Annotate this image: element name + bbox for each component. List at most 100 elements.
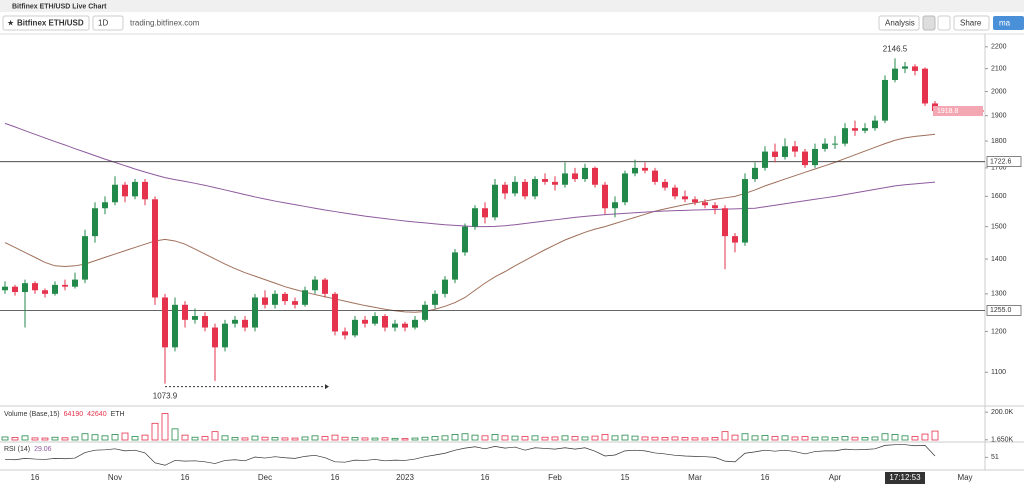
volume-unit: ETH: [111, 411, 125, 418]
volume-bar: [411, 437, 419, 441]
volume-bar: [371, 437, 379, 441]
volume-bar: [711, 437, 719, 441]
x-tick-label: Dec: [258, 473, 272, 482]
candle-body: [822, 143, 828, 149]
volume-bar: [881, 433, 889, 441]
y-tick-label: 1400: [991, 256, 1007, 263]
y-tick-label: 1800: [991, 138, 1007, 145]
pause-button[interactable]: [922, 15, 936, 31]
candle-body: [892, 68, 898, 80]
candle-body: [842, 128, 848, 144]
volume-bar: [781, 435, 789, 441]
interval-button[interactable]: [92, 15, 124, 31]
candle-body: [772, 151, 778, 157]
volume-bar: [811, 436, 819, 441]
x-tick-label: May: [957, 473, 972, 482]
candle-body: [832, 143, 838, 145]
x-tick-label: 17:12:53: [889, 473, 921, 482]
x-tick-label: 16: [761, 473, 770, 482]
volume-bar: [931, 430, 939, 441]
candle-body: [52, 284, 58, 294]
volume-bar: [431, 436, 439, 441]
y-tick-label: 2100: [991, 65, 1007, 72]
volume-bar: [331, 434, 339, 441]
draw-button[interactable]: [937, 15, 951, 31]
level-tag: [986, 305, 1022, 316]
candle-body: [232, 319, 238, 324]
symbol: Bitfinex ETH/USD: [17, 19, 84, 28]
candle-body: [432, 293, 438, 305]
candle-body: [732, 236, 738, 243]
x-tick-label: Nov: [108, 473, 122, 482]
moving-average: [4, 122, 936, 228]
candle-body: [792, 146, 798, 152]
volume-bar: [561, 435, 569, 441]
analysis: Analysis: [885, 19, 915, 28]
candle-body: [82, 236, 88, 280]
y-tick-label: 2000: [991, 88, 1007, 95]
volume-bar: [741, 433, 749, 441]
x-tick-label: 16: [181, 473, 190, 482]
analysis-button[interactable]: [878, 15, 920, 31]
candle-body: [262, 297, 268, 305]
volume-bar: [641, 436, 649, 441]
volume-bar: [611, 435, 619, 441]
volume-bar: [241, 437, 249, 441]
candle-body: [872, 120, 878, 129]
volume-bar: [221, 435, 229, 441]
candle-body: [652, 170, 658, 182]
high-label: 2146.5: [883, 44, 908, 53]
window-title: Bitfinex ETH/USD Live Chart: [12, 3, 107, 10]
share-button[interactable]: [953, 15, 990, 31]
x-tick-label: Mar: [688, 473, 702, 482]
volume-bar: [481, 435, 489, 441]
candle-body: [202, 316, 208, 328]
volume-bar: [361, 437, 369, 441]
y-tick-label: 51: [991, 454, 999, 461]
candle-body: [582, 167, 588, 180]
title-bar: [0, 0, 1024, 12]
volume-readout: 42640: [87, 411, 107, 418]
volume-bar: [21, 435, 29, 441]
volume-bar: [491, 434, 499, 441]
volume-bar: [131, 436, 139, 441]
volume-bar: [341, 436, 349, 441]
candle-body: [372, 316, 378, 324]
volume-bar: [171, 428, 179, 441]
volume-bar: [191, 436, 199, 441]
candle-body: [782, 146, 788, 157]
volume-bar: [701, 437, 709, 441]
cursor-time-box: [885, 472, 925, 484]
candle-body: [2, 286, 8, 291]
candle-body: [362, 319, 368, 324]
candle-body: [102, 202, 108, 209]
candle-body: [92, 208, 98, 237]
source-link[interactable]: trading.bitfinex.com: [130, 19, 200, 28]
x-tick-label: 15: [621, 473, 630, 482]
star-icon: ★: [7, 19, 14, 28]
volume-bar: [921, 433, 929, 441]
volume-bar: [71, 436, 79, 441]
candle-body: [72, 279, 78, 287]
candle-body: [172, 304, 178, 348]
volume-bar: [901, 435, 909, 441]
candle-body: [22, 283, 28, 293]
symbol-button[interactable]: [2, 15, 90, 31]
volume-bar: [101, 435, 109, 441]
volume-bar: [671, 436, 679, 441]
more-button[interactable]: [993, 16, 1024, 30]
x-tick-label: 16: [31, 473, 40, 482]
volume-bar: [591, 435, 599, 441]
y-tick-label: 1.650K: [991, 437, 1014, 444]
candle-body: [802, 151, 808, 166]
candle-body: [912, 66, 918, 71]
volume-bar: [451, 434, 459, 441]
volume-bar: [601, 434, 609, 441]
candle-body: [342, 331, 348, 336]
volume-bar: [521, 436, 529, 441]
candle-body: [662, 181, 668, 188]
candle-body: [722, 208, 728, 237]
volume-bar: [141, 434, 149, 441]
